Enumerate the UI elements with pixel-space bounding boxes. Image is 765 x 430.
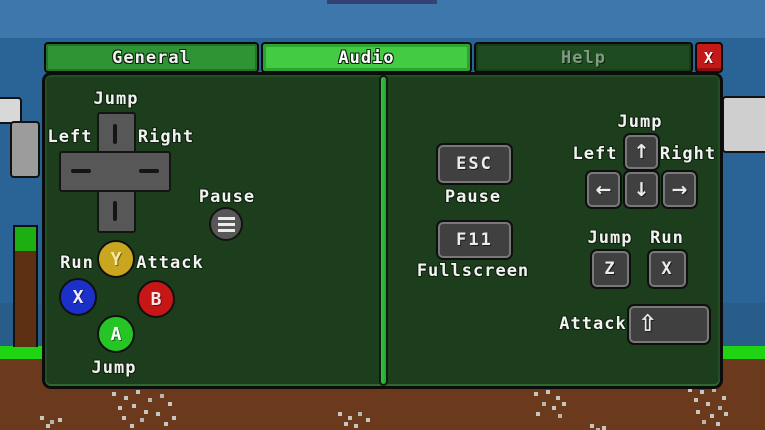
esc-action-label: Pause <box>444 187 502 207</box>
terrain-block <box>13 251 38 347</box>
f11-key[interactable]: F11 <box>438 222 511 258</box>
tab-general[interactable]: General <box>44 42 259 73</box>
shift-arrow-icon: ⇧ <box>638 311 658 337</box>
dpad-down-ridge-icon <box>113 201 117 221</box>
jump-action-label: Jump <box>91 358 137 378</box>
menu-lines-icon <box>217 216 235 232</box>
z-key[interactable]: Z <box>592 251 629 287</box>
dpad-right-ridge-icon <box>139 169 159 173</box>
f11-action-label: Fullscreen <box>416 261 530 281</box>
dpad-right-action-label: Right <box>137 127 195 147</box>
shift-action-label: Attack <box>559 314 627 334</box>
run-action-label: Run <box>60 253 94 273</box>
cloud-left-icon <box>10 121 40 178</box>
tab-help[interactable]: Help <box>474 42 693 73</box>
gamepad-x-letter: X <box>72 286 84 308</box>
dirt-speckles <box>688 388 692 392</box>
gamepad-b-button[interactable]: B <box>137 280 175 318</box>
up-arrow-key[interactable]: ↑ <box>625 135 658 169</box>
right-arrow-key[interactable]: → <box>663 172 696 207</box>
right-arrow-icon: → <box>671 178 688 201</box>
dirt-speckles <box>590 424 594 428</box>
down-arrow-icon: ↓ <box>633 178 650 201</box>
left-arrow-icon: ← <box>595 178 612 201</box>
shift-key[interactable]: ⇧ <box>629 306 709 343</box>
dpad-left-ridge-icon <box>71 169 91 173</box>
dirt-speckles <box>534 392 538 396</box>
tab-audio[interactable]: Audio <box>261 42 472 73</box>
tab-audio-label: Audio <box>338 47 395 68</box>
dpad-left-action-label: Left <box>47 127 93 147</box>
down-arrow-key[interactable]: ↓ <box>625 172 658 207</box>
left-arrow-key[interactable]: ← <box>587 172 620 207</box>
x-key-label: X <box>661 259 674 279</box>
tab-general-label: General <box>112 47 191 68</box>
gamepad-a-letter: A <box>110 323 122 345</box>
dpad-center <box>100 154 133 189</box>
cloud-left-icon <box>0 97 22 124</box>
gamepad-y-button[interactable]: Y <box>97 240 135 278</box>
dpad[interactable] <box>59 112 171 233</box>
esc-key-label: ESC <box>456 154 493 174</box>
tab-help-label: Help <box>561 47 606 68</box>
background-detail <box>327 0 437 4</box>
f11-key-label: F11 <box>456 230 493 250</box>
attack-action-label: Attack <box>136 253 204 273</box>
dirt-speckles <box>338 412 342 416</box>
dirt-speckles <box>40 416 44 420</box>
z-action-label: Jump <box>587 228 633 248</box>
arrows-jump-label: Jump <box>617 112 663 132</box>
pause-button[interactable] <box>209 207 243 241</box>
sky-top-band <box>0 0 765 38</box>
terrain-block <box>13 225 38 251</box>
gamepad-b-letter: B <box>150 288 162 310</box>
z-key-label: Z <box>604 259 617 279</box>
gamepad-x-button[interactable]: X <box>59 278 97 316</box>
dpad-up-ridge-icon <box>113 124 117 144</box>
arrows-left-label: Left <box>572 144 618 164</box>
gamepad-y-letter: Y <box>110 248 122 270</box>
x-key[interactable]: X <box>649 251 686 287</box>
close-button[interactable]: X <box>695 42 723 73</box>
up-arrow-icon: ↑ <box>633 141 650 163</box>
dirt-speckles <box>112 392 116 396</box>
arrows-right-label: Right <box>659 144 717 164</box>
gamepad-a-button[interactable]: A <box>97 315 135 353</box>
dpad-up-action-label: Jump <box>93 89 139 109</box>
cloud-right-icon <box>722 96 765 153</box>
panel-divider <box>379 75 388 386</box>
esc-key[interactable]: ESC <box>438 145 511 183</box>
x-action-label: Run <box>650 228 684 248</box>
pause-action-label: Pause <box>198 187 256 207</box>
close-icon: X <box>703 48 715 67</box>
